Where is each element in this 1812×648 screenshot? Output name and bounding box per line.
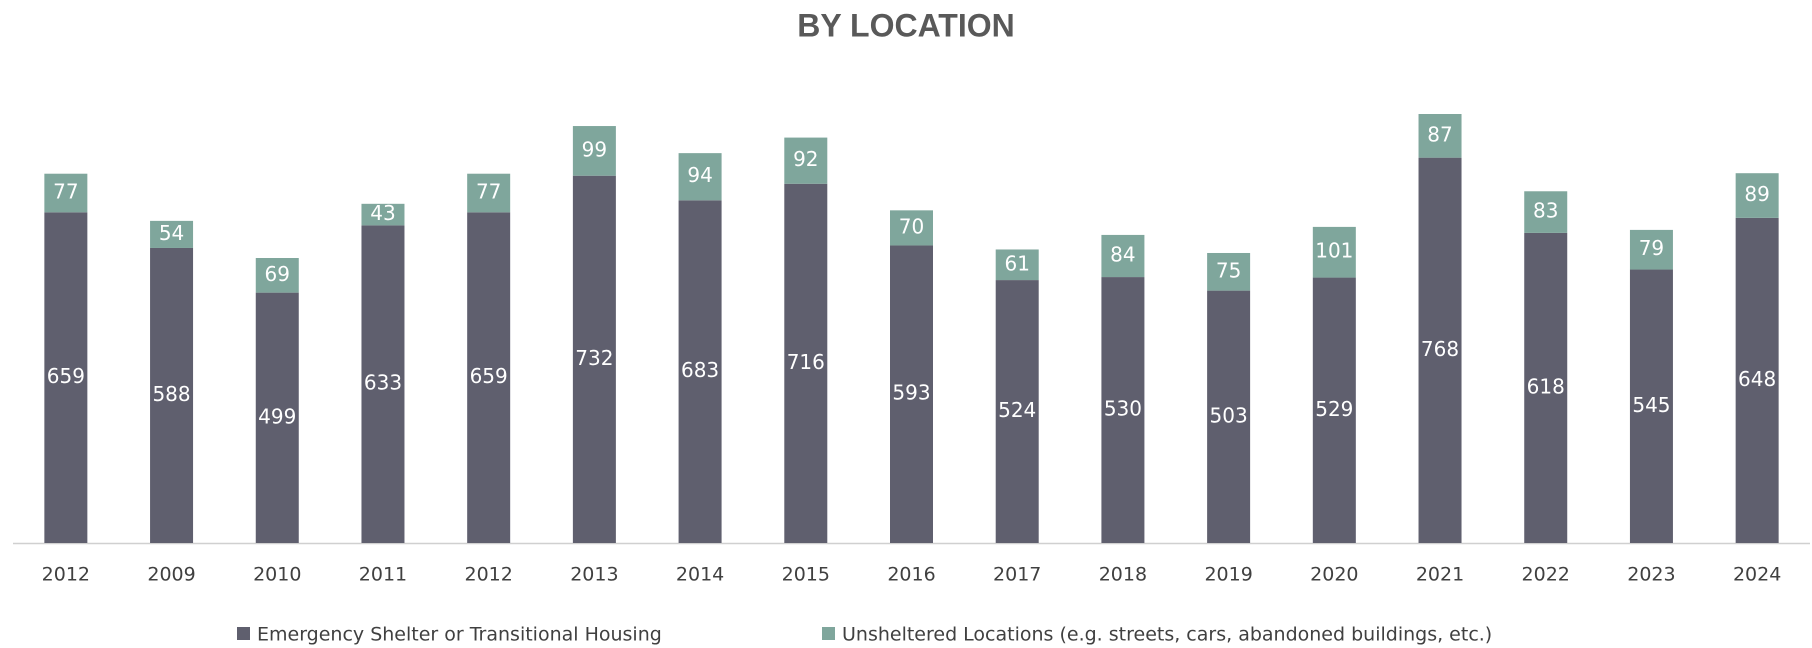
- x-tick-label: 2009: [147, 564, 195, 586]
- bar-segment: [1524, 232, 1568, 544]
- value-label: 588: [152, 382, 190, 406]
- bar-segment: [1101, 234, 1145, 278]
- bar-segment: [150, 220, 194, 248]
- value-label: 659: [470, 364, 508, 388]
- value-label: 768: [1421, 337, 1459, 361]
- value-label: 648: [1738, 367, 1776, 391]
- value-label: 101: [1315, 239, 1353, 263]
- bar-segment: [995, 249, 1039, 281]
- bar-segment: [361, 203, 405, 226]
- value-label: 61: [1004, 251, 1029, 275]
- x-tick-label: 2019: [1204, 564, 1252, 586]
- bar-segment: [784, 137, 828, 184]
- value-label: 87: [1427, 122, 1452, 146]
- x-tick-label: 2013: [570, 564, 618, 586]
- value-label: 732: [575, 346, 613, 370]
- x-tick-label: 2017: [993, 564, 1041, 586]
- value-label: 503: [1210, 403, 1248, 427]
- value-label: 70: [899, 214, 924, 238]
- bar-segment: [1207, 252, 1251, 291]
- bar-segment: [467, 212, 511, 543]
- legend-swatch: [822, 627, 835, 640]
- bar-segment: [1629, 229, 1673, 270]
- bar-segment: [678, 153, 722, 201]
- bar-segment: [890, 210, 933, 246]
- bar-segment: [1735, 173, 1779, 218]
- bar-segment: [1735, 217, 1779, 543]
- value-label: 69: [265, 262, 290, 286]
- bar-segment: [1312, 277, 1356, 543]
- bar-segment: [1629, 269, 1673, 543]
- value-label: 593: [892, 381, 930, 405]
- value-label: 499: [258, 404, 296, 428]
- x-tick-label: 2024: [1733, 564, 1781, 586]
- x-tick-label: 2016: [887, 564, 935, 586]
- x-tick-label: 2023: [1627, 564, 1675, 586]
- x-tick-label: 2012: [42, 564, 90, 586]
- value-label: 545: [1632, 393, 1670, 417]
- bar-segment: [784, 183, 828, 543]
- bar-segment: [1207, 290, 1251, 543]
- value-label: 524: [998, 398, 1036, 422]
- value-label: 43: [370, 201, 395, 225]
- bar-segment: [44, 173, 88, 213]
- value-label: 659: [47, 364, 85, 388]
- x-tick-label: 2011: [359, 564, 407, 586]
- x-tick-label: 2010: [253, 564, 301, 586]
- bar-segment: [1312, 226, 1356, 278]
- value-label: 633: [364, 371, 402, 395]
- legend-swatch: [237, 627, 250, 640]
- value-label: 716: [787, 350, 825, 374]
- bar-segment: [467, 173, 511, 213]
- x-tick-label: 2012: [464, 564, 512, 586]
- value-label: 75: [1216, 258, 1241, 282]
- bar-segment: [678, 200, 722, 543]
- bar-segment: [44, 212, 88, 543]
- value-label: 54: [159, 221, 184, 245]
- x-tick-label: 2022: [1522, 564, 1570, 586]
- value-label: 89: [1744, 182, 1769, 206]
- legend: Emergency Shelter or Transitional Housin…: [237, 624, 1492, 646]
- bar-segment: [995, 280, 1039, 543]
- value-label: 77: [476, 180, 501, 204]
- bar-segment: [1418, 114, 1462, 158]
- value-label: 99: [582, 137, 607, 161]
- bar-segment: [1418, 157, 1462, 543]
- legend-label: Emergency Shelter or Transitional Housin…: [257, 624, 662, 646]
- bar-segment: [572, 126, 616, 176]
- bar-segment: [572, 175, 616, 543]
- value-label: 529: [1315, 397, 1353, 421]
- x-tick-label: 2021: [1416, 564, 1464, 586]
- bar-segment: [255, 258, 299, 293]
- value-label: 79: [1639, 236, 1664, 260]
- value-label: 92: [793, 147, 818, 171]
- chart-title: BY LOCATION: [797, 7, 1014, 43]
- value-label: 618: [1527, 374, 1565, 398]
- bar-segment: [361, 225, 405, 544]
- bar-segment: [150, 247, 194, 543]
- value-label: 77: [53, 180, 78, 204]
- bar-segment: [890, 245, 933, 543]
- bar-segment: [1524, 191, 1568, 233]
- bar-segment: [1101, 277, 1145, 543]
- x-tick-label: 2015: [782, 564, 830, 586]
- value-label: 84: [1110, 242, 1135, 266]
- bar-segment: [255, 292, 299, 543]
- x-tick-label: 2018: [1099, 564, 1147, 586]
- value-label: 94: [687, 163, 712, 187]
- value-label: 83: [1533, 199, 1558, 223]
- value-label: 683: [681, 358, 719, 382]
- x-tick-label: 2014: [676, 564, 724, 586]
- value-label: 530: [1104, 397, 1142, 421]
- legend-label: Unsheltered Locations (e.g. streets, car…: [842, 624, 1492, 646]
- x-tick-label: 2020: [1310, 564, 1358, 586]
